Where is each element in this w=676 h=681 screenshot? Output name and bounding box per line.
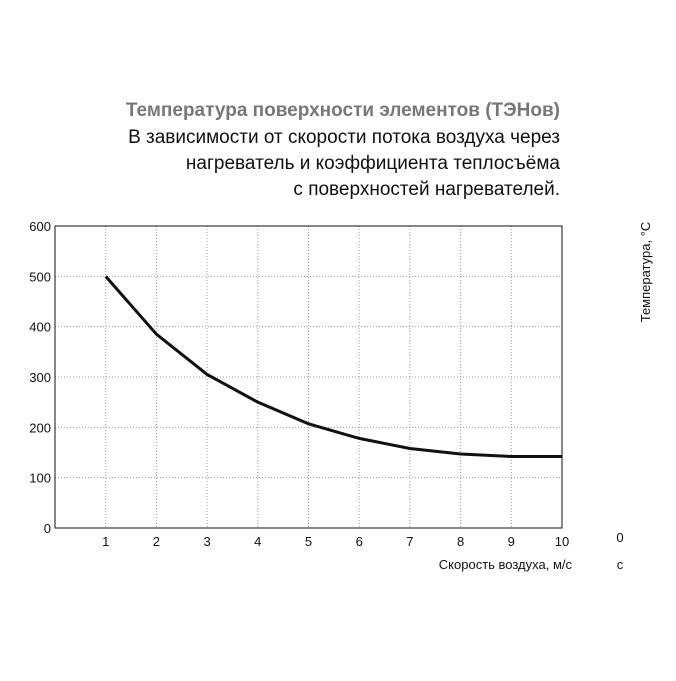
x-tick-label: 8: [457, 534, 464, 549]
x-tick-label: 1: [102, 534, 109, 549]
y-tick-label: 200: [29, 420, 51, 435]
y-axis-label: Температура, °С: [638, 222, 653, 323]
subtitle: В зависимости от скорости потока воздуха…: [128, 127, 560, 148]
plot-frame: [54, 225, 563, 529]
x-tick-label: 3: [203, 534, 210, 549]
x-tick-label: 5: [305, 534, 312, 549]
x-tick-label: 9: [508, 534, 515, 549]
x-tick-label: 4: [254, 534, 261, 549]
subtitle: с поверхностей нагревателей.: [293, 179, 560, 200]
x-tick-label: 10: [555, 534, 569, 549]
y-tick-label: 100: [29, 471, 51, 486]
x-tick-label: 2: [153, 534, 160, 549]
y-tick-label: 600: [29, 219, 51, 234]
chart-title: Температура поверхности элементов (ТЭНов…: [126, 100, 560, 121]
x-axis-label: Скорость воздуха, м/с: [439, 557, 573, 572]
data-line: [104, 275, 562, 459]
y-tick-label: 300: [29, 370, 51, 385]
annotation: с: [617, 557, 624, 572]
subtitle: нагреватель и коэффициента теплосъёма: [186, 153, 561, 174]
x-tick-label: 6: [356, 534, 363, 549]
y-tick-label: 500: [29, 269, 51, 284]
y-tick-label: 0: [44, 521, 51, 536]
annotation: 0: [616, 530, 623, 545]
x-tick-label: 7: [406, 534, 413, 549]
y-tick-label: 400: [29, 320, 51, 335]
